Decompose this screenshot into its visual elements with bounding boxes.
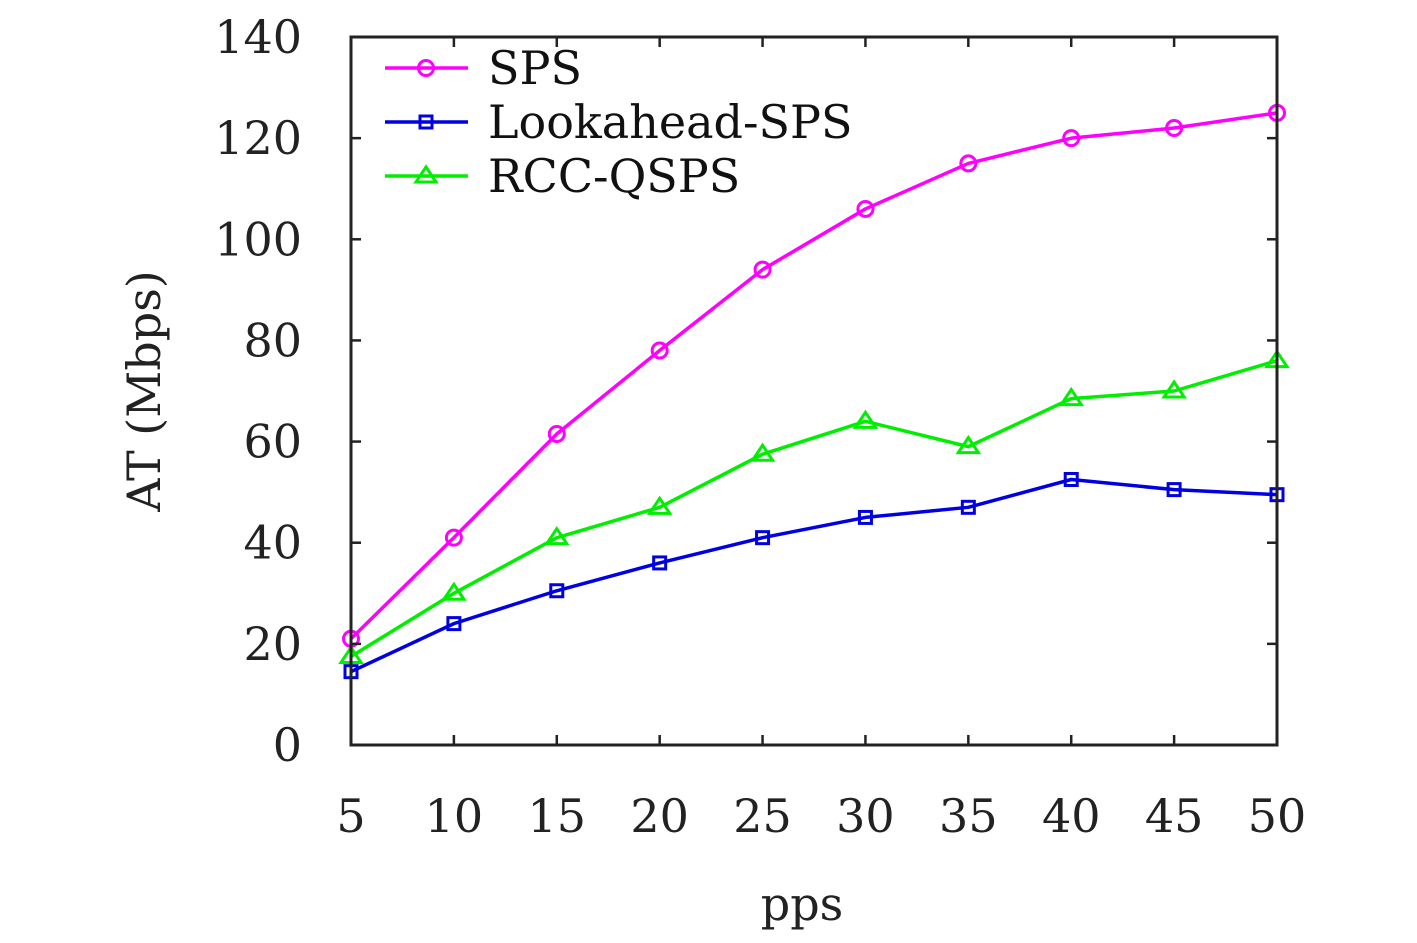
y-tick-label-120: 120 bbox=[214, 111, 302, 165]
data-point-lookahead-sps-15 bbox=[549, 583, 565, 599]
y-tick-label-0: 0 bbox=[273, 718, 302, 772]
legend-label-rcc-qsps: RCC-QSPS bbox=[488, 149, 740, 203]
plot-frame bbox=[349, 35, 1279, 747]
data-point-rcc-qsps-20 bbox=[646, 495, 673, 515]
data-point-lookahead-sps-10 bbox=[446, 616, 462, 632]
legend-entry-lookahead-sps: Lookahead-SPS bbox=[385, 95, 852, 149]
series-line-rcc-qsps bbox=[350, 358, 1278, 658]
series-layer bbox=[338, 103, 1290, 680]
legend-label-sps: SPS bbox=[488, 41, 582, 95]
data-point-rcc-qsps-40 bbox=[1058, 386, 1085, 407]
data-point-lookahead-sps-20 bbox=[652, 555, 668, 571]
data-point-rcc-qsps-15 bbox=[543, 525, 570, 546]
ticks-layer: 5 10 15 20 25 30 35 40 45 50 0 20 40 60 80 100 120 140 bbox=[214, 10, 1306, 843]
x-tick-label-30: 30 bbox=[836, 789, 895, 843]
data-point-sps-35 bbox=[959, 154, 978, 173]
data-point-rcc-qsps-45 bbox=[1161, 379, 1187, 399]
x-tick-label-50: 50 bbox=[1248, 789, 1307, 843]
data-point-lookahead-sps-40 bbox=[1063, 472, 1079, 487]
x-tick-label-5: 5 bbox=[336, 789, 365, 843]
data-point-sps-15 bbox=[547, 424, 566, 443]
legend-marker-sps bbox=[417, 59, 435, 77]
x-tick-label-10: 10 bbox=[425, 789, 484, 843]
data-point-lookahead-sps-45 bbox=[1166, 482, 1182, 498]
legend-entry-sps: SPS bbox=[385, 41, 582, 95]
y-tick-label-20: 20 bbox=[243, 617, 302, 671]
x-tick-label-20: 20 bbox=[630, 789, 689, 843]
legend-marker-lookahead-sps bbox=[418, 114, 434, 130]
data-point-sps-10 bbox=[444, 528, 463, 547]
y-tick-label-40: 40 bbox=[243, 516, 302, 570]
data-point-rcc-qsps-25 bbox=[749, 442, 776, 462]
y-tick-label-80: 80 bbox=[243, 313, 302, 367]
data-point-lookahead-sps-25 bbox=[755, 530, 771, 546]
series-line-lookahead-sps bbox=[350, 477, 1278, 674]
legend-label-lookahead-sps: Lookahead-SPS bbox=[488, 95, 852, 149]
legend-marker-rcc-qsps bbox=[413, 164, 439, 184]
y-tick-label-60: 60 bbox=[243, 415, 302, 469]
x-tick-label-35: 35 bbox=[939, 789, 998, 843]
data-point-sps-45 bbox=[1165, 119, 1184, 138]
x-tick-label-45: 45 bbox=[1145, 789, 1204, 843]
data-point-rcc-qsps-10 bbox=[441, 581, 467, 601]
y-tick-label-140: 140 bbox=[214, 10, 302, 64]
x-tick-label-40: 40 bbox=[1042, 789, 1101, 843]
data-point-sps-25 bbox=[753, 260, 772, 279]
data-point-rcc-qsps-30 bbox=[852, 409, 879, 429]
data-point-rcc-qsps-35 bbox=[955, 434, 982, 455]
y-axis-title: AT (Mbps) bbox=[117, 270, 171, 513]
series-sps bbox=[342, 103, 1286, 648]
data-point-sps-40 bbox=[1062, 129, 1081, 148]
legend-entry-rcc-qsps: RCC-QSPS bbox=[385, 149, 740, 203]
data-point-sps-20 bbox=[650, 341, 669, 360]
series-line-sps bbox=[349, 111, 1278, 641]
data-point-sps-30 bbox=[856, 199, 875, 218]
y-tick-label-100: 100 bbox=[214, 212, 302, 266]
x-tick-label-25: 25 bbox=[733, 789, 792, 843]
x-tick-label-15: 15 bbox=[528, 789, 587, 843]
x-axis-title: pps bbox=[761, 877, 844, 931]
data-point-lookahead-sps-30 bbox=[857, 509, 873, 525]
data-point-lookahead-sps-35 bbox=[960, 499, 976, 515]
